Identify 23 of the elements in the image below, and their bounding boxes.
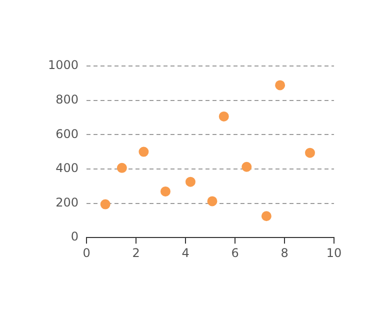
y-tick-label: 1000 [48, 58, 79, 72]
y-tick-label: 600 [56, 126, 79, 141]
y-tick-label: 200 [56, 195, 79, 210]
x-tick-label: 8 [280, 246, 288, 260]
point [218, 111, 229, 122]
x-tick-label: 4 [182, 246, 190, 260]
point [304, 148, 315, 158]
y-tick-label: 400 [56, 161, 79, 176]
point [275, 80, 286, 90]
point [185, 176, 196, 187]
y-tick-label: 0 [70, 230, 79, 244]
x-tick-label: 6 [231, 246, 239, 260]
point [207, 196, 218, 206]
point [261, 211, 272, 222]
point [116, 162, 127, 173]
point [242, 162, 252, 172]
x-tick-label: 0 [82, 246, 90, 260]
x-tick-label: 2 [132, 246, 140, 260]
point [138, 146, 149, 157]
point [100, 199, 110, 210]
point [160, 186, 170, 196]
y-tick-label: 800 [56, 92, 79, 106]
x-tick-label: 10 [326, 246, 342, 260]
